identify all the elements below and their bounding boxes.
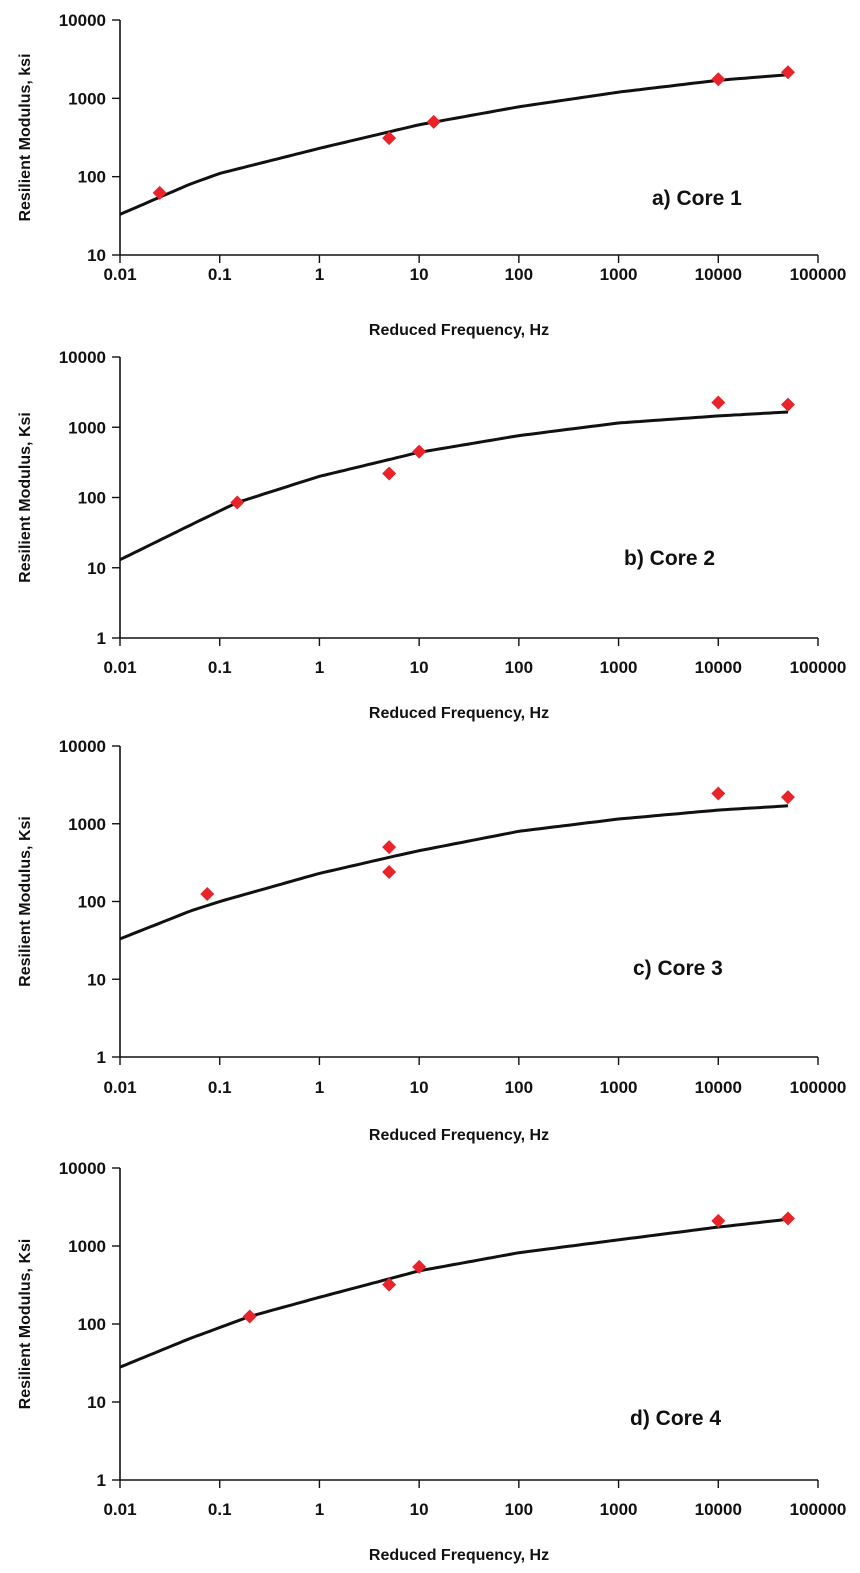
y-tick-label: 10000 — [59, 1159, 106, 1178]
x-axis-title: Reduced Frequency, Hz — [369, 1127, 549, 1144]
x-tick-label: 0.1 — [208, 265, 232, 284]
panel-annotation: c) Core 3 — [633, 957, 723, 980]
x-tick-label: 0.1 — [208, 1500, 232, 1519]
data-point-marker — [242, 1309, 257, 1324]
y-tick-label: 1000 — [68, 815, 106, 834]
x-tick-label: 100 — [505, 1078, 533, 1097]
data-point-marker — [382, 131, 397, 146]
x-tick-label: 10 — [410, 1078, 429, 1097]
x-tick-label: 10 — [410, 265, 429, 284]
x-tick-label: 1 — [315, 265, 324, 284]
data-point-marker — [412, 1259, 427, 1274]
y-axis-title: Resilient Modulus, ksi — [17, 53, 34, 221]
x-tick-label: 0.01 — [103, 1078, 136, 1097]
y-tick-label: 10 — [87, 1393, 106, 1412]
x-tick-label: 100 — [505, 1500, 533, 1519]
x-tick-label: 10000 — [695, 1078, 742, 1097]
model-curve — [119, 73, 789, 216]
y-tick-label: 100 — [78, 168, 106, 187]
x-tick-label: 100000 — [790, 1500, 847, 1519]
y-axis-title: Resilient Modulus, Ksi — [17, 816, 34, 987]
x-tick-label: 1000 — [600, 1078, 638, 1097]
data-point-marker — [382, 466, 397, 481]
data-point-marker — [200, 886, 215, 901]
data-point-marker — [711, 395, 726, 410]
data-point-marker — [711, 72, 726, 87]
x-tick-label: 10000 — [695, 265, 742, 284]
y-tick-label: 1000 — [68, 1237, 106, 1256]
data-point-marker — [152, 185, 167, 200]
x-tick-label: 1 — [315, 1500, 324, 1519]
y-tick-label: 10 — [87, 559, 106, 578]
y-tick-label: 10 — [87, 970, 106, 989]
x-tick-label: 1 — [315, 658, 324, 677]
x-tick-label: 0.01 — [103, 658, 136, 677]
x-tick-label: 1 — [315, 1078, 324, 1097]
chart-panel-3: 0.01 0.1 1 10 100 1000 10000 100000 1 10 100 1000 10… — [17, 737, 846, 1144]
model-curve — [119, 1217, 789, 1369]
x-tick-label: 100000 — [790, 1078, 847, 1097]
y-tick-label: 100 — [78, 1315, 106, 1334]
data-point-marker — [426, 114, 441, 129]
y-tick-label: 1 — [97, 1471, 106, 1490]
x-tick-label: 100000 — [790, 265, 847, 284]
x-tick-label: 10 — [410, 658, 429, 677]
data-point-marker — [780, 397, 795, 412]
x-tick-label: 0.01 — [103, 1500, 136, 1519]
x-tick-label: 10000 — [695, 1500, 742, 1519]
panel-annotation: a) Core 1 — [652, 187, 742, 210]
y-tick-label: 1000 — [68, 89, 106, 108]
x-tick-label: 100000 — [790, 658, 847, 677]
y-axis-title: Resilient Modulus, Ksi — [17, 412, 34, 583]
data-point-marker — [230, 495, 245, 510]
data-point-marker — [711, 786, 726, 801]
x-tick-label: 1000 — [600, 1500, 638, 1519]
y-tick-label: 10000 — [59, 737, 106, 756]
x-axis-title: Reduced Frequency, Hz — [369, 322, 549, 339]
data-point-marker — [382, 1277, 397, 1292]
data-point-marker — [780, 790, 795, 805]
data-point-marker — [382, 840, 397, 855]
model-curve — [119, 410, 789, 562]
chart-panel-1: 0.01 0.1 1 10 100 1000 10000 100000 10 100 1000 100… — [17, 11, 846, 339]
data-point-marker — [780, 1211, 795, 1226]
x-tick-label: 1000 — [600, 265, 638, 284]
x-tick-label: 0.1 — [208, 1078, 232, 1097]
y-tick-label: 10 — [87, 246, 106, 265]
x-tick-label: 10000 — [695, 658, 742, 677]
data-point-marker — [382, 864, 397, 879]
x-tick-label: 1000 — [600, 658, 638, 677]
chart-panel-2: 0.01 0.1 1 10 100 1000 10000 100000 1 10 100 1000 10… — [17, 348, 846, 722]
y-axis-title: Resilient Modulus, Ksi — [17, 1239, 34, 1410]
data-point-marker — [412, 444, 427, 459]
panel-annotation: b) Core 2 — [624, 547, 715, 570]
model-curve — [119, 804, 789, 941]
panel-annotation: d) Core 4 — [630, 1407, 721, 1430]
x-tick-label: 10 — [410, 1500, 429, 1519]
y-tick-label: 1 — [97, 629, 106, 648]
data-point-marker — [711, 1213, 726, 1228]
y-tick-label: 10000 — [59, 348, 106, 367]
chart-panel-4: 0.01 0.1 1 10 100 1000 10000 100000 1 10 100 1000 10… — [17, 1159, 846, 1564]
x-tick-label: 0.1 — [208, 658, 232, 677]
y-tick-label: 100 — [78, 893, 106, 912]
x-tick-label: 0.01 — [103, 265, 136, 284]
x-tick-label: 100 — [505, 658, 533, 677]
x-axis-title: Reduced Frequency, Hz — [369, 1547, 549, 1564]
y-tick-label: 10000 — [59, 11, 106, 30]
y-tick-label: 1000 — [68, 418, 106, 437]
x-axis-title: Reduced Frequency, Hz — [369, 705, 549, 722]
data-point-marker — [780, 65, 795, 80]
x-tick-label: 100 — [505, 265, 533, 284]
y-tick-label: 100 — [78, 489, 106, 508]
y-tick-label: 1 — [97, 1048, 106, 1067]
